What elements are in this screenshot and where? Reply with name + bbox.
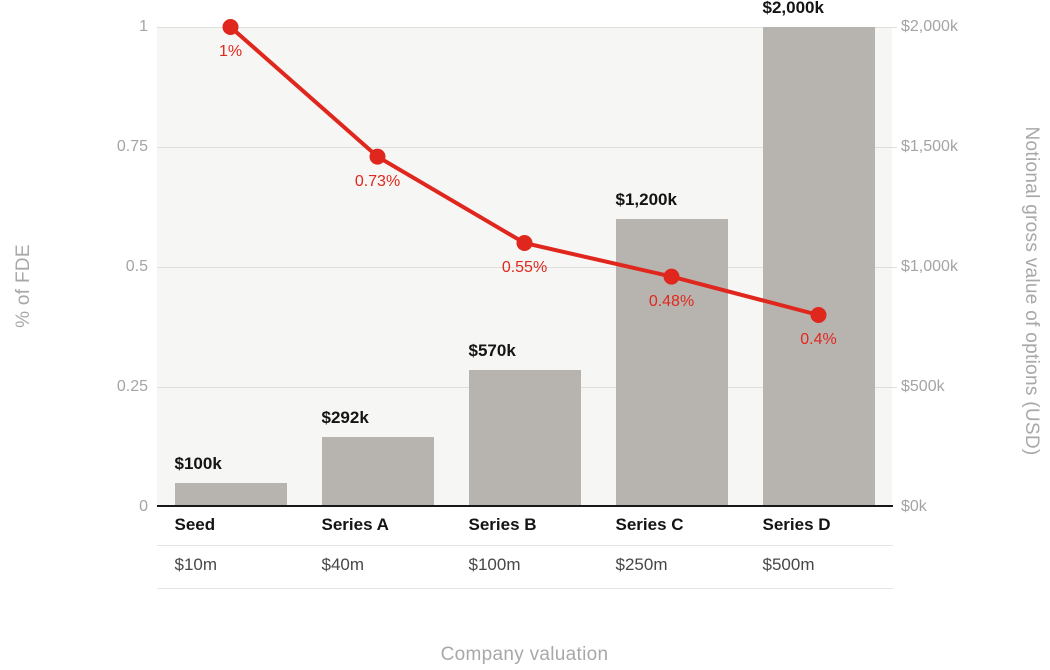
left-axis-title: % of FDE: [13, 244, 34, 328]
right-axis-tick: $500k: [901, 378, 945, 395]
left-axis-tick: 0.5: [125, 258, 148, 275]
bar-series-d: [762, 27, 875, 507]
gridline: [157, 146, 897, 148]
bar-value-label: $100k: [174, 454, 222, 473]
fde-point-label: 0.48%: [648, 292, 695, 310]
fde-point: [810, 307, 827, 323]
valuation-value: $40m: [321, 555, 365, 574]
fde-point-label: 0.55%: [501, 259, 548, 276]
fde-point: [663, 268, 680, 285]
right-axis-tick: $1,500k: [901, 138, 958, 155]
left-axis-tick: 0: [139, 498, 148, 515]
table-divider-bottom: [157, 588, 893, 589]
x-axis-baseline: [157, 505, 893, 507]
fde-point-label: 0.73%: [354, 172, 401, 190]
bar-series-a: [321, 436, 434, 507]
right-axis-tick: $1,000k: [901, 258, 958, 275]
category-label: Seed: [174, 515, 216, 534]
bar-value-label: $2,000k: [762, 0, 824, 17]
right-axis-tick: $0k: [901, 498, 927, 515]
gridline: [157, 26, 897, 28]
category-label: Series D: [762, 515, 831, 534]
table-divider-top: [157, 545, 893, 546]
valuation-value: $250m: [615, 555, 668, 574]
bar-seed: [174, 483, 287, 507]
valuation-value: $500m: [762, 555, 815, 574]
bar-value-label: $292k: [321, 407, 369, 427]
category-label: Series B: [468, 515, 537, 534]
bar-value-label: $570k: [468, 341, 516, 361]
fde-point: [222, 19, 239, 35]
bar-value-label: $1,200k: [615, 190, 677, 209]
fde-point-label: 1%: [218, 43, 243, 60]
category-label: Series A: [321, 515, 389, 534]
fde-point: [369, 148, 386, 165]
valuation-value: $10m: [174, 555, 218, 574]
fde-point-label: 0.4%: [800, 331, 837, 348]
right-axis-title: Notional gross value of options (USD): [1021, 126, 1042, 456]
left-axis-tick: 0.25: [116, 378, 148, 395]
bar-series-b: [468, 370, 581, 507]
fde-point: [516, 235, 533, 251]
left-axis-tick: 1: [139, 18, 148, 35]
gridline: [157, 266, 897, 268]
right-axis-tick: $2,000k: [901, 18, 958, 35]
x-axis-title: Company valuation: [440, 644, 609, 665]
category-label: Series C: [615, 515, 684, 534]
valuation-value: $100m: [468, 555, 521, 574]
left-axis-tick: 0.75: [116, 138, 148, 155]
